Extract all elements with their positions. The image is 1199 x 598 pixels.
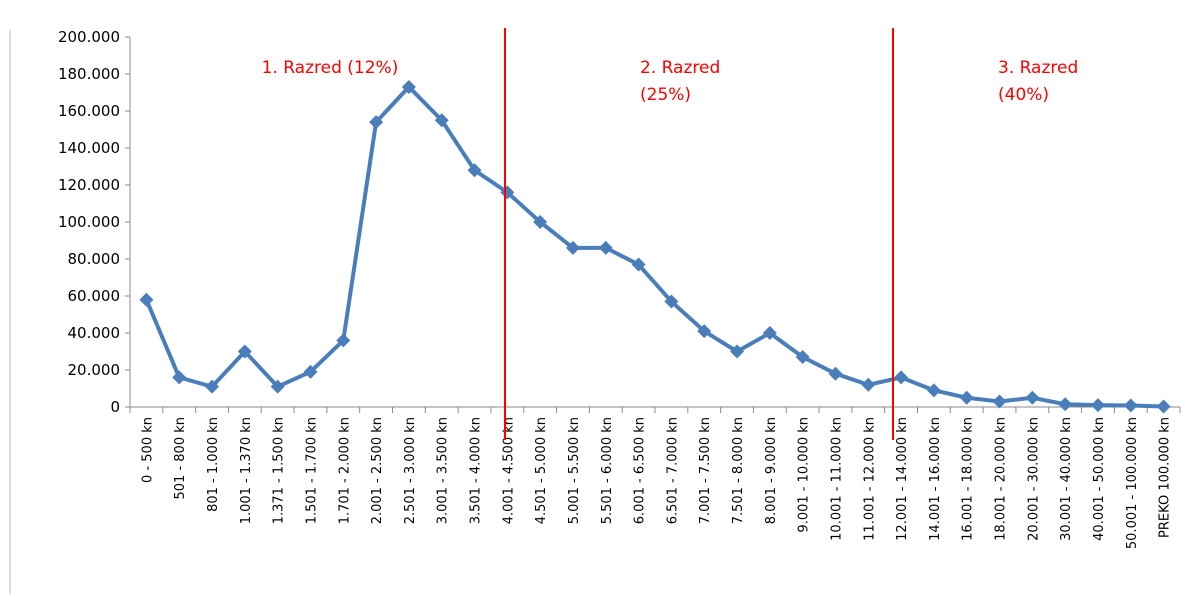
marker bbox=[697, 324, 712, 339]
x-tick-label: 801 - 1.000 kn bbox=[206, 417, 221, 512]
marker bbox=[401, 79, 416, 94]
x-tick-label: 4.001 - 4.500 kn bbox=[501, 417, 516, 524]
x-tick-label: 12.001 - 14.000 kn bbox=[895, 417, 910, 541]
x-tick-label: 40.001 - 50.000 kn bbox=[1092, 417, 1107, 541]
y-tick-label: 40.000 bbox=[68, 324, 121, 342]
x-tick-label: 501 - 800 kn bbox=[173, 417, 188, 499]
marker bbox=[270, 379, 285, 394]
x-tick-label: 3.501 - 4.000 kn bbox=[469, 417, 484, 524]
marker bbox=[303, 364, 318, 379]
y-tick-label: 160.000 bbox=[58, 102, 120, 120]
marker bbox=[926, 383, 941, 398]
x-tick-label: 50.001 - 100.000 kn bbox=[1125, 417, 1140, 549]
marker bbox=[336, 333, 351, 348]
y-tick-label: 180.000 bbox=[58, 65, 120, 83]
x-tick-label: 1.371 - 1.500 kn bbox=[272, 417, 287, 524]
marker bbox=[565, 240, 580, 255]
marker bbox=[762, 326, 777, 340]
x-tick-label: 10.001 - 11.000 kn bbox=[829, 417, 844, 541]
marker bbox=[1156, 399, 1171, 414]
x-tick-label: 6.001 - 6.500 kn bbox=[633, 417, 648, 524]
x-tick-label: 6.501 - 7.000 kn bbox=[665, 417, 680, 524]
marker bbox=[795, 350, 810, 365]
x-tick-label: 30.001 - 40.000 kn bbox=[1059, 417, 1074, 541]
marker bbox=[139, 292, 154, 307]
marker bbox=[1123, 398, 1138, 413]
marker bbox=[500, 185, 515, 200]
x-tick-label: 8.001 - 9.000 kn bbox=[764, 417, 779, 524]
x-tick-label: 1.701 - 2.000 kn bbox=[337, 417, 352, 524]
marker bbox=[664, 294, 679, 309]
annotation: 2. Razred bbox=[640, 58, 720, 78]
marker bbox=[959, 390, 974, 405]
x-tick-label: 11.001 - 12.000 kn bbox=[862, 417, 877, 541]
x-tick-label: 7.501 - 8.000 kn bbox=[731, 417, 746, 524]
y-tick-label: 80.000 bbox=[68, 250, 121, 268]
marker bbox=[434, 113, 449, 128]
marker bbox=[992, 394, 1007, 409]
annotation: 1. Razred (12%) bbox=[262, 58, 399, 78]
marker bbox=[730, 344, 745, 359]
annotation: (25%) bbox=[640, 85, 691, 105]
x-tick-label: 2.501 - 3.000 kn bbox=[403, 417, 418, 524]
marker bbox=[172, 370, 187, 385]
y-tick-label: 60.000 bbox=[68, 287, 121, 305]
marker bbox=[598, 240, 613, 255]
x-tick-label: 9.001 - 10.000 kn bbox=[797, 417, 812, 533]
annotation: (40%) bbox=[998, 85, 1049, 105]
marker bbox=[894, 370, 909, 385]
y-tick-label: 0 bbox=[110, 398, 120, 416]
x-tick-label: 18.001 - 20.000 kn bbox=[994, 417, 1009, 541]
y-tick-label: 140.000 bbox=[58, 139, 120, 157]
marker bbox=[1025, 390, 1040, 405]
marker bbox=[467, 163, 482, 178]
y-tick-label: 120.000 bbox=[58, 176, 120, 194]
x-tick-label: 3.001 - 3.500 kn bbox=[436, 417, 451, 524]
x-tick-label: 0 - 500 kn bbox=[140, 417, 155, 483]
marker bbox=[828, 366, 843, 381]
line bbox=[144, 84, 1164, 409]
x-tick-label: 1.501 - 1.700 kn bbox=[304, 417, 319, 524]
x-tick-label: 1.001 - 1.370 kn bbox=[239, 417, 254, 524]
x-tick-label: 7.001 - 7.500 kn bbox=[698, 417, 713, 524]
marker bbox=[205, 379, 220, 394]
x-tick-label: 20.001 - 30.000 kn bbox=[1026, 417, 1041, 541]
y-tick-label: 100.000 bbox=[58, 213, 120, 231]
x-tick-label: 14.001 - 16.000 kn bbox=[928, 417, 943, 541]
marker bbox=[631, 257, 646, 272]
annotation: 3. Razred bbox=[998, 58, 1078, 78]
y-tick-label: 200.000 bbox=[58, 28, 120, 46]
marker bbox=[1058, 397, 1073, 412]
marker bbox=[237, 344, 252, 359]
x-tick-label: 16.001 - 18.000 kn bbox=[961, 417, 976, 541]
marker bbox=[533, 215, 548, 229]
marker bbox=[369, 115, 384, 130]
marker bbox=[861, 377, 876, 392]
x-tick-label: 5.501 - 6.000 kn bbox=[600, 417, 615, 524]
marker bbox=[1090, 398, 1105, 413]
x-tick-label: 5.001 - 5.500 kn bbox=[567, 417, 582, 524]
x-tick-label: PREKO 100.000 kn bbox=[1158, 417, 1173, 538]
y-tick-label: 20.000 bbox=[68, 361, 121, 379]
x-tick-label: 4.501 - 5.000 kn bbox=[534, 417, 549, 524]
x-tick-label: 2.001 - 2.500 kn bbox=[370, 417, 385, 524]
